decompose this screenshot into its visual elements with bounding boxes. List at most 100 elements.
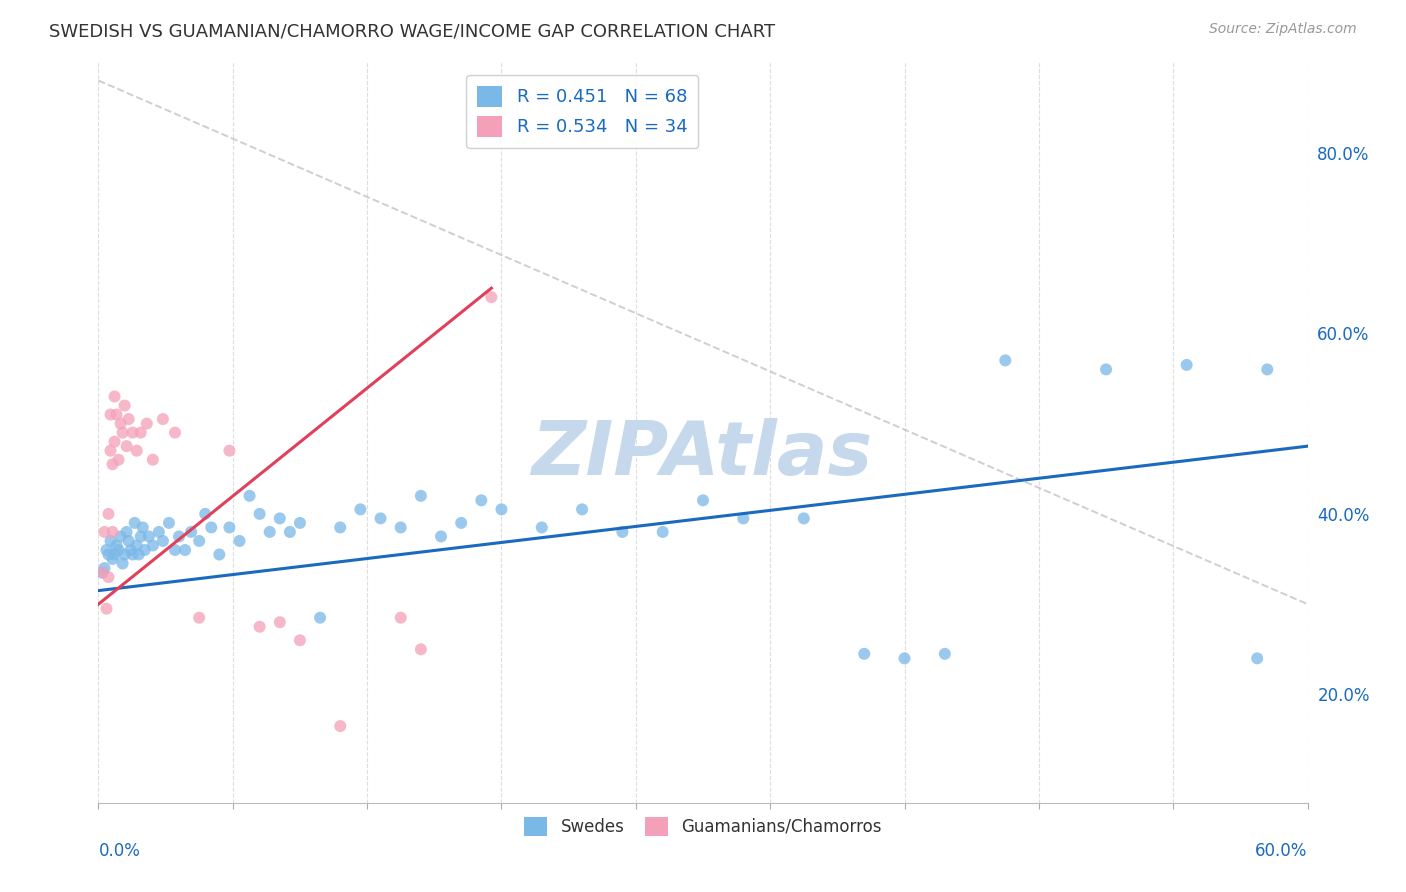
Point [409, 642, 432, 657]
Point [97, 507, 120, 521]
Point [103, 390, 125, 404]
Point [148, 524, 170, 539]
Point [142, 452, 165, 467]
Point [129, 425, 152, 440]
Point [329, 520, 352, 534]
Point [152, 533, 174, 548]
Point [110, 417, 132, 431]
Point [278, 524, 301, 539]
Point [612, 524, 634, 539]
Point [249, 620, 271, 634]
Text: 0.0%: 0.0% [98, 842, 141, 860]
Point [163, 543, 186, 558]
Text: 60.0%: 60.0% [1256, 842, 1308, 860]
Point [120, 543, 142, 558]
Point [118, 533, 141, 548]
Point [97, 570, 120, 584]
Point [121, 548, 143, 562]
Point [893, 651, 915, 665]
Point [103, 548, 125, 562]
Point [259, 524, 281, 539]
Point [733, 511, 755, 525]
Point [105, 408, 128, 422]
Point [853, 647, 876, 661]
Point [142, 539, 165, 553]
Point [1095, 362, 1118, 376]
Text: SWEDISH VS GUAMANIAN/CHAMORRO WAGE/INCOME GAP CORRELATION CHART: SWEDISH VS GUAMANIAN/CHAMORRO WAGE/INCOM… [49, 22, 775, 40]
Point [409, 489, 432, 503]
Point [269, 615, 291, 630]
Point [93, 524, 115, 539]
Point [105, 539, 128, 553]
Point [180, 524, 202, 539]
Point [239, 489, 262, 503]
Legend: Swedes, Guamanians/Chamorros: Swedes, Guamanians/Chamorros [517, 810, 889, 843]
Text: Source: ZipAtlas.com: Source: ZipAtlas.com [1209, 22, 1357, 37]
Point [91, 566, 114, 580]
Point [129, 529, 152, 543]
Point [370, 511, 392, 525]
Point [309, 611, 332, 625]
Point [188, 533, 211, 548]
Text: ZIPAtlas: ZIPAtlas [533, 418, 873, 491]
Point [530, 520, 553, 534]
Point [349, 502, 371, 516]
Point [96, 601, 118, 615]
Point [96, 543, 118, 558]
Point [97, 548, 120, 562]
Point [1246, 651, 1268, 665]
Point [389, 611, 412, 625]
Point [491, 502, 513, 516]
Point [125, 443, 148, 458]
Point [470, 493, 492, 508]
Point [101, 524, 124, 539]
Point [1175, 358, 1198, 372]
Point [101, 457, 124, 471]
Point [114, 548, 136, 562]
Point [188, 611, 211, 625]
Point [125, 539, 148, 553]
Point [692, 493, 714, 508]
Point [114, 399, 136, 413]
Point [1256, 362, 1278, 376]
Point [135, 417, 157, 431]
Point [107, 543, 129, 558]
Point [218, 443, 240, 458]
Point [571, 502, 593, 516]
Point [157, 516, 180, 530]
Point [269, 511, 291, 525]
Point [228, 533, 250, 548]
Point [200, 520, 222, 534]
Point [167, 529, 190, 543]
Point [115, 524, 138, 539]
Point [249, 507, 271, 521]
Point [208, 548, 231, 562]
Point [107, 452, 129, 467]
Point [793, 511, 815, 525]
Point [93, 561, 115, 575]
Point [174, 543, 197, 558]
Point [100, 408, 122, 422]
Point [100, 443, 122, 458]
Point [152, 412, 174, 426]
Point [450, 516, 472, 530]
Point [100, 533, 122, 548]
Point [111, 425, 134, 440]
Point [651, 524, 673, 539]
Point [134, 543, 156, 558]
Point [481, 290, 503, 304]
Point [194, 507, 217, 521]
Point [288, 633, 311, 648]
Point [115, 439, 138, 453]
Point [128, 548, 150, 562]
Point [124, 516, 146, 530]
Point [111, 557, 134, 571]
Point [132, 520, 155, 534]
Point [389, 520, 412, 534]
Point [138, 529, 160, 543]
Point [329, 719, 352, 733]
Point [163, 425, 186, 440]
Point [101, 552, 124, 566]
Point [934, 647, 956, 661]
Point [91, 566, 114, 580]
